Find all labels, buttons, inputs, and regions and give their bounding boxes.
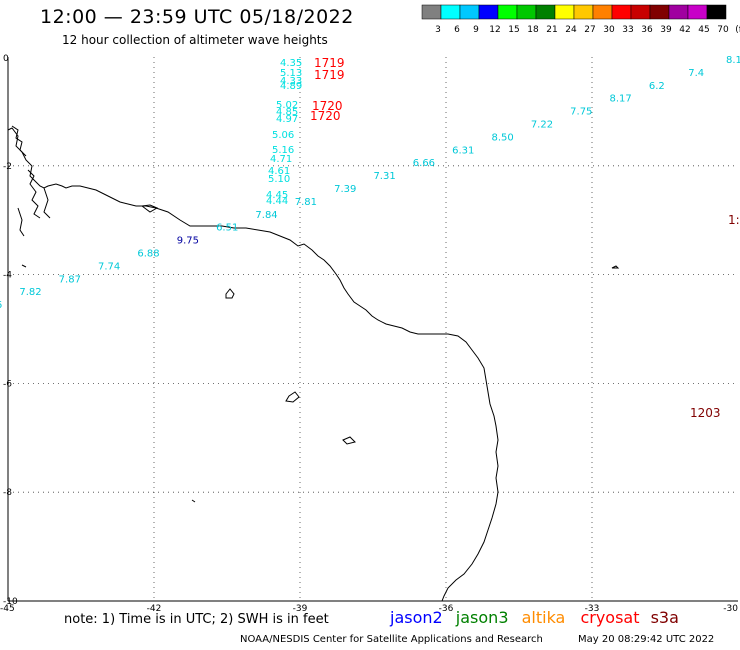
legend-swatch — [706, 4, 727, 20]
sat-jason3: jason3 — [455, 608, 509, 627]
legend-label: 18 — [527, 25, 539, 35]
pass-time-label: 1720 — [310, 109, 341, 123]
island — [225, 288, 235, 299]
swh-value-label: 7.87 — [59, 274, 81, 285]
legend-label: 33 — [622, 25, 633, 35]
legend-label: 42 — [679, 25, 690, 35]
coastal-fragment — [27, 169, 41, 219]
lon-tick-label: -42 — [147, 604, 162, 614]
swh-value-label: 4.61 — [268, 166, 290, 177]
pass-time-label: 1203 — [690, 406, 721, 420]
lon-tick-label: -30 — [723, 604, 738, 614]
pass-time-label: 1720 — [312, 99, 343, 113]
island — [191, 499, 196, 503]
swh-value-label: 7.81 — [295, 197, 317, 208]
coastal-fragment — [43, 187, 51, 219]
swh-value-label: 5.02 — [276, 100, 298, 111]
swh-value-label: 4.45 — [266, 190, 288, 201]
swh-value-label: 8.50 — [491, 132, 513, 143]
coastline — [7, 127, 499, 602]
swh-value-label: 7.75 — [570, 107, 592, 118]
swh-value-label: 4.33 — [280, 76, 302, 87]
sat-s3a: s3a — [650, 608, 679, 627]
island — [342, 436, 356, 445]
swh-value-label: 5.10 — [268, 174, 290, 185]
coastal-fragment — [11, 125, 27, 157]
swh-value-label: 7.84 — [255, 210, 277, 221]
lon-tick-label: -39 — [293, 604, 308, 614]
figure-subtitle: 12 hour collection of altimeter wave hei… — [62, 33, 328, 47]
legend-label: 70 — [717, 25, 729, 35]
island — [611, 265, 620, 269]
pass-time-label: 1: — [728, 213, 740, 227]
swh-value-label: 5.16 — [272, 145, 294, 156]
island — [285, 391, 300, 403]
figure-title: 12:00 — 23:59 UTC 05/18/2022 — [40, 6, 354, 28]
island — [21, 264, 27, 268]
lat-tick-label: -6 — [3, 379, 12, 389]
swh-value-label: 5.13 — [280, 68, 302, 79]
legend-label: 15 — [508, 25, 519, 35]
swh-value-label: 7.22 — [531, 120, 553, 131]
swh-value-label: 5.06 — [272, 130, 294, 141]
swh-value-label: 8.36 — [0, 300, 2, 311]
lon-tick-label: -33 — [585, 604, 600, 614]
swh-value-label: 7.39 — [334, 184, 356, 195]
lon-tick-label: -36 — [439, 604, 454, 614]
lat-tick-label: -10 — [3, 597, 18, 607]
legend-label: 12 — [489, 25, 500, 35]
swh-value-label: 4.97 — [276, 114, 298, 125]
swh-value-label: 7.31 — [373, 171, 395, 182]
sat-jason2: jason2 — [390, 608, 443, 627]
swh-value-label: 4.71 — [270, 154, 292, 165]
swh-value-label: 9.75 — [177, 236, 199, 247]
footer-note: note: 1) Time is in UTC; 2) SWH is in fe… — [64, 612, 329, 627]
swh-value-label: 4.44 — [266, 196, 288, 207]
legend-label: 9 — [473, 25, 479, 35]
pass-time-label: 1719 — [314, 68, 345, 82]
legend-label: (ft) — [735, 25, 740, 35]
lat-tick-label: 0 — [3, 54, 9, 64]
legend-label: 36 — [641, 25, 653, 35]
footer-credit: NOAA/NESDIS Center for Satellite Applica… — [240, 634, 543, 645]
legend-label: 45 — [698, 25, 709, 35]
swh-value-label: 6.66 — [413, 158, 435, 169]
swh-value-label: 4.35 — [280, 58, 302, 69]
lat-tick-label: -8 — [3, 488, 12, 498]
swh-value-label: 4.89 — [280, 81, 302, 92]
legend-label: 3 — [435, 25, 441, 35]
swh-value-label: 6.88 — [137, 249, 159, 260]
swh-value-label: 8.17 — [610, 94, 632, 105]
legend-label: 39 — [660, 25, 672, 35]
swh-value-label: 7.82 — [19, 287, 41, 298]
pass-time-label: 1719 — [314, 56, 345, 70]
legend-label: 27 — [584, 25, 595, 35]
swh-value-label: 6.2 — [649, 81, 665, 92]
swh-value-label: 7.74 — [98, 261, 120, 272]
footer-timestamp: May 20 08:29:42 UTC 2022 — [578, 634, 715, 645]
lat-tick-label: -4 — [3, 271, 12, 281]
sat-altika: altika — [521, 608, 566, 627]
legend-label: 30 — [603, 25, 615, 35]
lon-tick-label: -45 — [0, 604, 15, 614]
legend-label: 21 — [546, 25, 557, 35]
swh-value-label: 8.1 — [726, 55, 740, 66]
swh-value-label: 4.85 — [276, 107, 298, 118]
swh-value-label: 6.51 — [216, 223, 238, 234]
lat-tick-label: -2 — [3, 162, 12, 172]
satellite-legend: jason2 jason3 altika cryosat s3a — [390, 608, 679, 627]
swh-value-label: 6.31 — [452, 145, 474, 156]
coastal-fragment — [17, 207, 25, 237]
swh-value-label: 7.4 — [688, 68, 704, 79]
sat-cryosat: cryosat — [580, 608, 640, 627]
legend-label: 6 — [454, 25, 460, 35]
legend-label: 24 — [565, 25, 577, 35]
island — [140, 204, 159, 213]
